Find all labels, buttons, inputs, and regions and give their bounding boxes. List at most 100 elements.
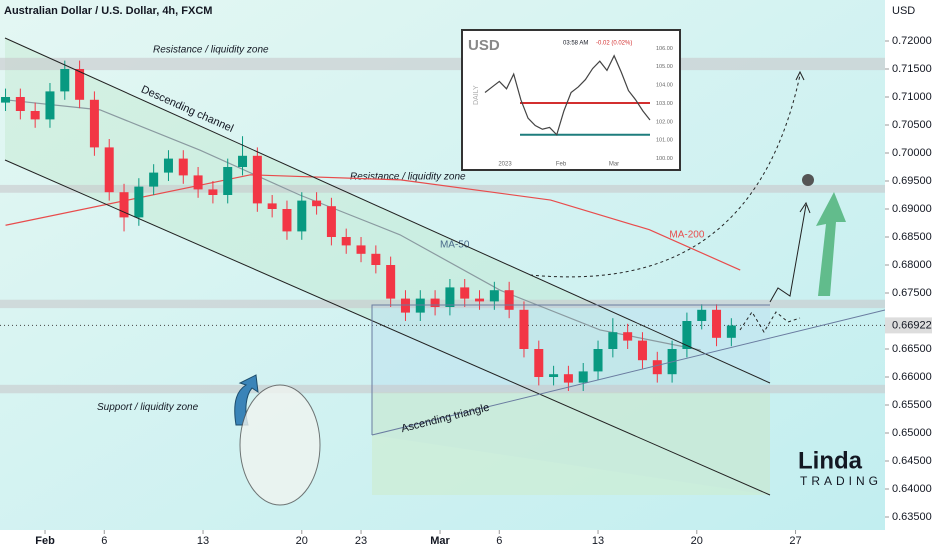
triangle-support	[371, 309, 886, 436]
channel-top	[4, 37, 771, 384]
inset-tick: 106.00	[656, 46, 673, 52]
ma-label: MA-200	[669, 229, 704, 240]
zone	[0, 184, 885, 193]
y-tick-label: 0.63500	[892, 511, 932, 523]
y-tick-label: 0.69000	[892, 203, 932, 215]
inset-tick: 103.00	[656, 101, 673, 107]
title: Australian Dollar / U.S. Dollar, 4h, FXC…	[4, 5, 212, 17]
candle-body	[312, 200, 322, 207]
x-tick-label: 13	[592, 535, 604, 547]
inset-tick: 101.00	[656, 138, 673, 144]
target-box	[372, 392, 770, 495]
candle-body	[297, 200, 307, 232]
target-dot	[802, 174, 814, 186]
zone-label: Resistance / liquidity zone	[350, 172, 466, 183]
y-tick-label: 0.71500	[892, 63, 932, 75]
candle-body	[549, 374, 559, 378]
candle-body	[534, 349, 544, 378]
candle-body	[238, 155, 248, 167]
inset-line	[484, 54, 651, 136]
candle-body	[252, 155, 262, 204]
inset-tick: 104.00	[656, 83, 673, 89]
y-tick-label: 0.67500	[892, 287, 932, 299]
candle-body	[356, 245, 366, 254]
logo: Linda	[798, 447, 863, 474]
zone	[0, 299, 885, 309]
candle-body	[104, 147, 114, 193]
ma-line	[5, 174, 741, 271]
candle-body	[223, 166, 233, 195]
candle-body	[282, 208, 292, 232]
arrow-head	[795, 70, 805, 81]
candle-body	[593, 349, 603, 372]
candle-body	[445, 287, 455, 308]
y-tick-label: 0.68000	[892, 259, 932, 271]
candle-body	[1, 96, 11, 103]
inset-tick: 100.00	[656, 156, 673, 162]
y-tick-label: 0.71000	[892, 91, 932, 103]
x-tick-label: Feb	[35, 535, 55, 547]
channel-bottom	[4, 159, 771, 496]
inset-period: DAILY	[473, 85, 480, 105]
last-price-label: 0.66922	[892, 319, 932, 331]
y-tick-label: 0.64500	[892, 455, 932, 467]
green-arrow	[816, 192, 846, 296]
character	[239, 384, 321, 506]
zone-label: Resistance / liquidity zone	[153, 44, 269, 55]
y-tick-label: 0.64000	[892, 483, 932, 495]
candle-body	[430, 298, 440, 308]
candle-body	[519, 309, 529, 350]
projection-path	[769, 201, 811, 303]
inset-time: 03:58 AM	[563, 41, 588, 47]
inset	[461, 29, 681, 171]
candle-body	[400, 298, 410, 313]
x-axis-bg	[0, 530, 885, 550]
ma-label: MA-50	[440, 239, 470, 250]
candle-body	[119, 192, 129, 218]
candle-body	[386, 265, 396, 299]
inset-title: USD	[468, 37, 500, 54]
x-tick-label: Mar	[430, 535, 450, 547]
zone	[0, 384, 885, 394]
x-tick-label: 27	[789, 535, 801, 547]
candle-body	[726, 325, 736, 338]
candle-body	[563, 374, 573, 383]
x-tick-label: 6	[496, 535, 502, 547]
candle-body	[371, 253, 381, 265]
candle-body	[163, 158, 173, 173]
candle-body	[682, 321, 692, 350]
x-tick-label: 20	[296, 535, 308, 547]
candle-body	[475, 298, 485, 302]
inset-tick: 105.00	[656, 64, 673, 70]
candle-body	[75, 68, 85, 100]
zone	[0, 57, 885, 71]
projection-curve	[529, 74, 801, 278]
candle-body	[267, 203, 277, 209]
x-tick-label: 13	[197, 535, 209, 547]
inset-x-label: Mar	[609, 162, 619, 168]
candle-body	[578, 371, 588, 383]
candle-body	[45, 91, 55, 120]
x-tick-label: 6	[101, 535, 107, 547]
candle-body	[712, 309, 722, 338]
zigzag	[739, 311, 801, 333]
triangle-edge	[371, 304, 770, 435]
candle-body	[341, 236, 351, 246]
inset-tick: 102.00	[656, 119, 673, 125]
candle-body	[697, 309, 707, 322]
candle-body	[608, 332, 618, 350]
inset-x-label: Feb	[556, 162, 567, 168]
candle-body	[460, 287, 470, 299]
y-axis-label: USD	[892, 5, 915, 17]
candle-body	[134, 186, 144, 218]
candle-body	[193, 175, 203, 190]
logo-sub: TRADING	[800, 474, 882, 488]
x-tick-label: 23	[355, 535, 367, 547]
ma-line	[5, 99, 701, 351]
candle-body	[326, 206, 336, 237]
y-tick-label: 0.68500	[892, 231, 932, 243]
y-tick-label: 0.70000	[892, 147, 932, 159]
candle-body	[208, 189, 218, 195]
